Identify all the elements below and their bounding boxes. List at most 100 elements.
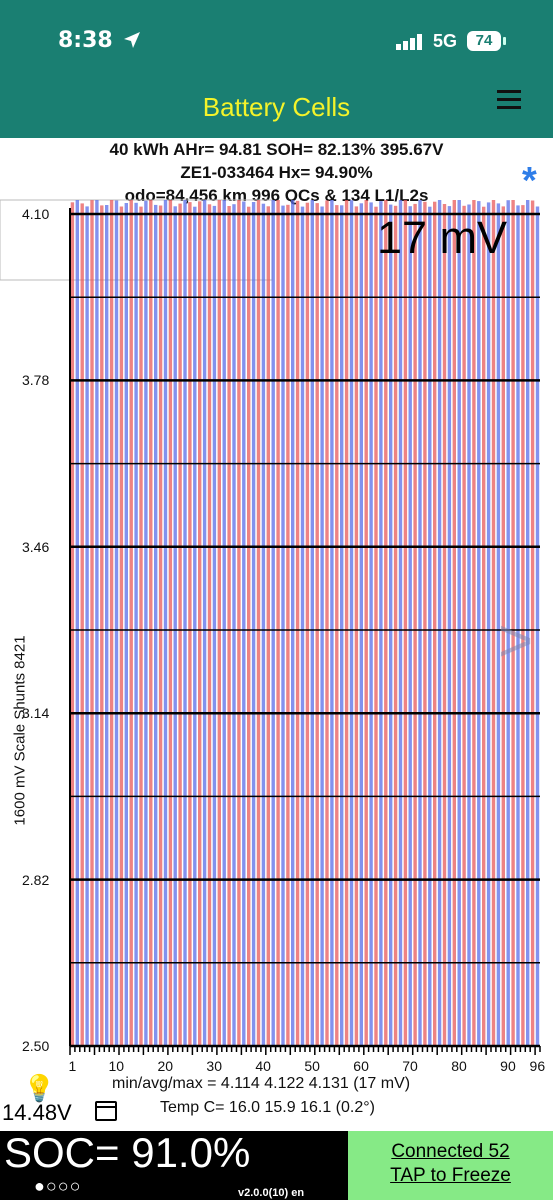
aux-battery-voltage: 14.48V xyxy=(2,1100,72,1125)
cell-bar-20 xyxy=(163,200,168,1046)
cell-bar-29 xyxy=(207,204,212,1047)
cell-bar-46 xyxy=(291,200,295,1046)
cell-bar-30 xyxy=(212,205,217,1046)
cell-bar-79 xyxy=(452,200,456,1046)
cell-bar-31 xyxy=(217,200,221,1046)
cell-bar-11 xyxy=(119,206,124,1046)
x-tick-label: 90 xyxy=(500,1058,516,1074)
cell-bar-56 xyxy=(340,205,344,1047)
cell-bar-10 xyxy=(114,200,119,1046)
cell-bar-92 xyxy=(516,205,520,1046)
app-header: Battery Cells xyxy=(0,80,553,138)
cell-bar-9 xyxy=(109,200,114,1046)
cell-bar-85 xyxy=(482,206,486,1046)
cell-bar-49 xyxy=(305,202,310,1046)
cell-bar-60 xyxy=(359,203,363,1047)
cell-bar-15 xyxy=(139,206,143,1047)
page-title: Battery Cells xyxy=(202,92,351,122)
cell-bar-1 xyxy=(70,202,75,1047)
cell-bar-13 xyxy=(129,200,133,1046)
star-icon[interactable]: * xyxy=(522,160,537,202)
cell-bar-36 xyxy=(242,201,246,1046)
battery-tip xyxy=(503,37,506,45)
cell-bar-41 xyxy=(266,206,270,1047)
info-line-1: 40 kWh AHr= 94.81 SOH= 82.13% 395.67V xyxy=(109,140,444,159)
cell-bar-42 xyxy=(271,200,275,1046)
cell-bar-52 xyxy=(320,206,324,1046)
cell-voltage-chart[interactable] xyxy=(0,0,553,1070)
x-tick-label: 80 xyxy=(451,1058,467,1074)
cell-bar-83 xyxy=(472,200,476,1046)
cell-bar-72 xyxy=(418,200,422,1046)
cell-bar-33 xyxy=(227,206,231,1046)
info-line-2: ZE1-033464 Hx= 94.90% xyxy=(180,163,373,182)
cell-bar-32 xyxy=(222,200,226,1046)
cell-bar-6 xyxy=(95,200,99,1046)
next-page-arrow-icon[interactable]: > xyxy=(498,607,534,674)
page-dots[interactable]: ●○○○ xyxy=(34,1176,82,1196)
cell-bar-61 xyxy=(364,200,368,1046)
cell-bar-62 xyxy=(369,202,373,1046)
cell-bar-89 xyxy=(501,206,505,1046)
location-arrow-icon xyxy=(124,32,140,48)
y-tick-label: 2.50 xyxy=(22,1038,50,1054)
y-axis-label: 1600 mV Scale Shunts 8421 xyxy=(11,635,29,826)
cell-bar-14 xyxy=(134,202,138,1047)
y-tick-label: 4.10 xyxy=(22,206,50,222)
soc-readout: SOC= 91.0% xyxy=(4,1129,251,1176)
cell-bar-95 xyxy=(530,200,535,1046)
cell-bar-59 xyxy=(354,206,359,1046)
cell-bar-76 xyxy=(437,200,442,1046)
x-tick-label: 10 xyxy=(108,1058,125,1074)
calendar-icon[interactable] xyxy=(95,1101,117,1121)
cell-bar-23 xyxy=(178,203,182,1047)
cell-bar-26 xyxy=(193,206,197,1046)
cell-bar-58 xyxy=(349,200,354,1046)
cell-bar-63 xyxy=(374,206,378,1046)
cell-bar-70 xyxy=(408,206,412,1046)
cell-bar-94 xyxy=(526,200,530,1046)
freeze-label: TAP to Freeze xyxy=(390,1165,511,1186)
cell-bar-84 xyxy=(477,201,481,1047)
cell-bar-8 xyxy=(105,205,109,1046)
cell-bar-65 xyxy=(384,200,388,1046)
cell-bar-2 xyxy=(75,200,79,1046)
cell-bar-47 xyxy=(295,200,300,1047)
cell-bar-38 xyxy=(251,202,256,1046)
y-tick-label: 3.14 xyxy=(22,705,50,722)
cell-bar-35 xyxy=(237,200,241,1046)
cell-bar-55 xyxy=(335,205,339,1047)
cell-bar-86 xyxy=(486,202,491,1046)
x-tick-label: 1 xyxy=(68,1058,77,1074)
cell-bar-45 xyxy=(286,204,290,1047)
connect-freeze-button[interactable]: Connected 52 TAP to Freeze xyxy=(348,1131,553,1200)
cell-bar-57 xyxy=(344,200,349,1046)
x-tick-label: 60 xyxy=(353,1058,369,1074)
cell-bar-51 xyxy=(315,203,319,1047)
cell-bar-44 xyxy=(281,205,285,1047)
lightbulb-icon[interactable]: 💡 xyxy=(23,1073,56,1103)
cell-bar-12 xyxy=(124,203,128,1046)
cell-bar-37 xyxy=(247,206,251,1046)
cell-bar-53 xyxy=(325,200,329,1046)
cell-bar-39 xyxy=(256,200,261,1046)
min-avg-max: min/avg/max = 4.114 4.122 4.131 (17 mV) xyxy=(112,1075,411,1092)
cell-bar-50 xyxy=(310,200,314,1046)
cell-bar-68 xyxy=(398,200,403,1046)
x-tick-label: 96 xyxy=(529,1058,546,1074)
cell-bar-27 xyxy=(198,201,202,1047)
cell-bar-71 xyxy=(413,203,417,1046)
x-tick-label: 70 xyxy=(402,1058,418,1074)
temperature-readout: Temp C= 16.0 15.9 16.1 (0.2°) xyxy=(160,1099,375,1116)
cell-bar-28 xyxy=(202,200,207,1046)
cell-bar-81 xyxy=(462,205,466,1047)
y-tick-label: 2.82 xyxy=(22,871,50,888)
cell-bar-18 xyxy=(154,204,158,1046)
cell-bar-87 xyxy=(491,200,496,1046)
x-tick-label: 50 xyxy=(304,1058,320,1074)
cell-bar-93 xyxy=(521,205,525,1047)
cell-bar-77 xyxy=(442,204,447,1046)
signal-icon xyxy=(396,34,422,50)
cell-bar-17 xyxy=(149,200,153,1046)
menu-icon[interactable] xyxy=(497,86,521,122)
